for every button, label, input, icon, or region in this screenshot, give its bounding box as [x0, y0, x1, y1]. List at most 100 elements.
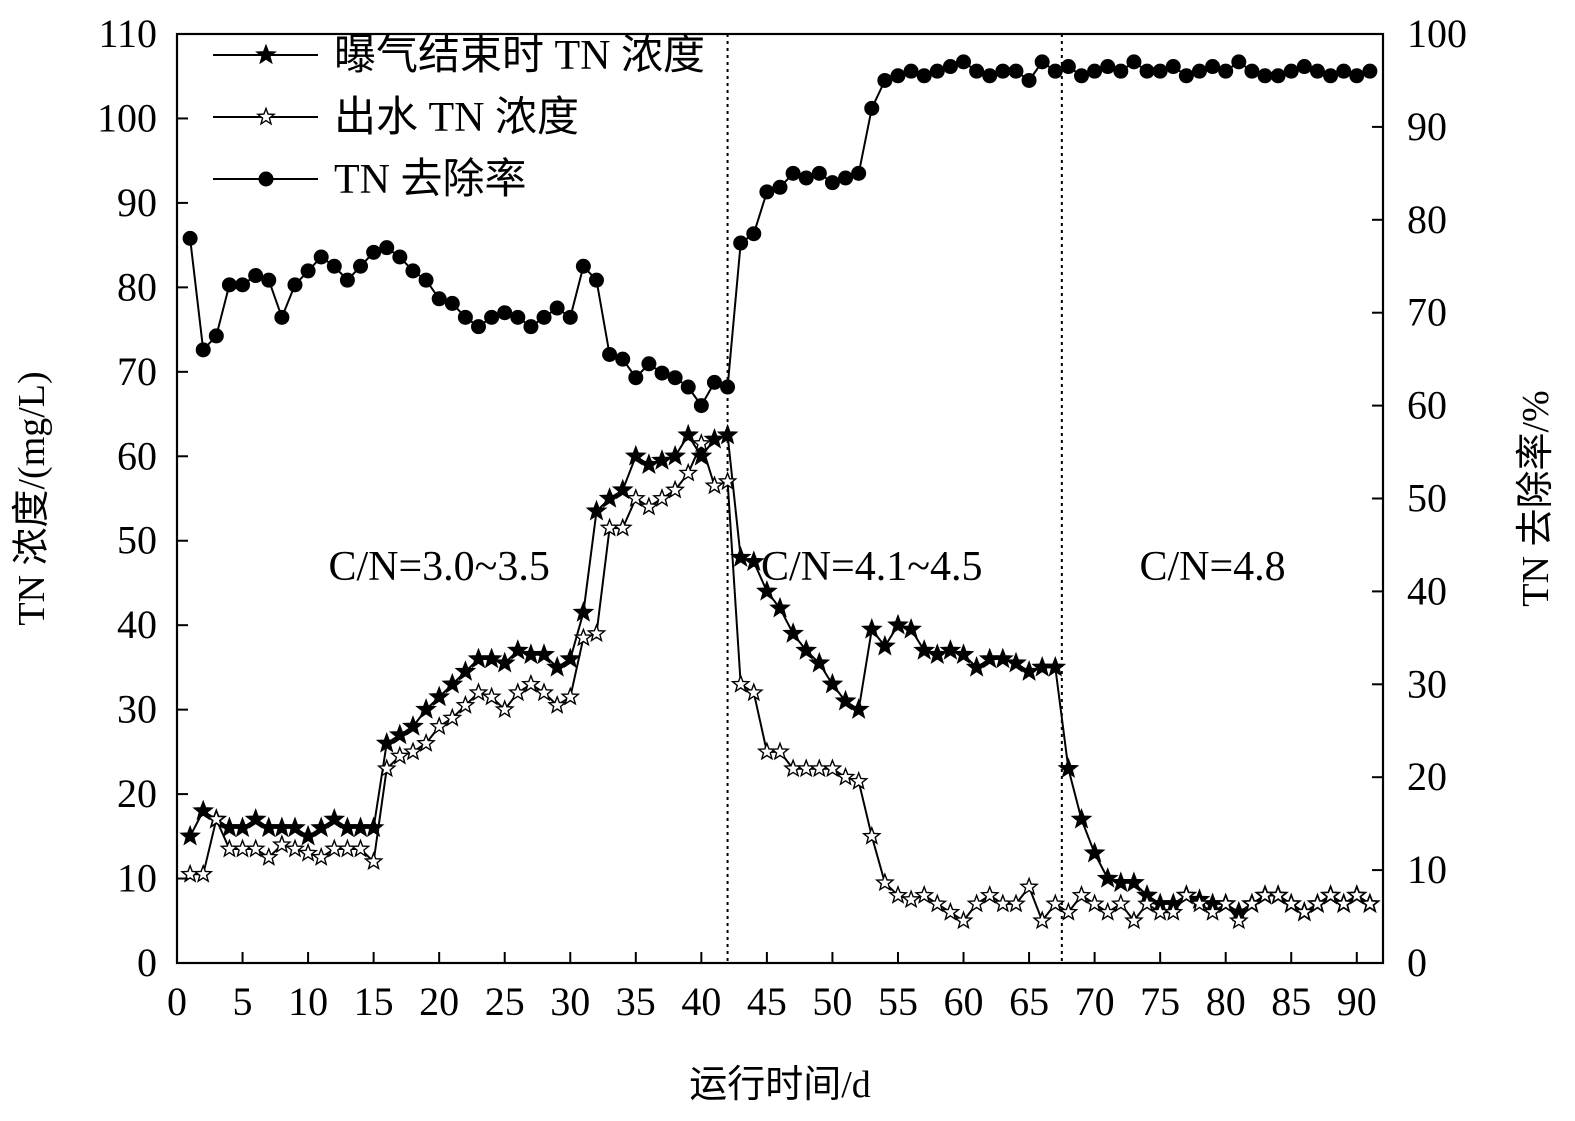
y-tick-label-left: 0: [137, 940, 157, 985]
data-point: [926, 643, 949, 664]
data-point: [455, 694, 476, 714]
data-point: [654, 365, 670, 381]
data-point: [402, 715, 424, 736]
data-point: [706, 374, 722, 390]
data-point: [651, 488, 673, 508]
legend-marker: [255, 43, 277, 65]
data-point: [297, 824, 319, 846]
stage-dividers: [726, 34, 1063, 963]
data-point: [1283, 63, 1299, 79]
legend-label: 出水 TN 浓度: [334, 95, 579, 141]
data-point: [759, 184, 775, 200]
data-point: [874, 634, 896, 656]
data-point: [1191, 63, 1207, 79]
data-point: [471, 319, 486, 335]
data-point: [1202, 901, 1223, 921]
legend-label: TN 去除率: [334, 156, 527, 203]
data-point: [611, 478, 634, 500]
data-point: [1045, 893, 1066, 913]
data-point: [506, 639, 529, 660]
series-2: [180, 433, 1380, 930]
data-point: [313, 249, 329, 265]
data-point: [248, 268, 264, 284]
data-point: [484, 309, 500, 325]
data-point: [219, 838, 240, 858]
data-point: [1008, 63, 1024, 79]
annotation-layer: C/N=3.0~3.5 C/N=4.1~4.5 C/N=4.8: [328, 544, 1285, 590]
data-point: [560, 686, 581, 706]
data-point: [339, 272, 355, 288]
data-point: [444, 295, 460, 311]
x-tick-label: 75: [1140, 979, 1180, 1024]
data-point: [860, 617, 883, 639]
data-point: [746, 226, 762, 242]
data-point: [1005, 651, 1027, 673]
data-point: [454, 660, 477, 681]
y-tick-label-left: 10: [117, 856, 157, 901]
data-point: [720, 379, 736, 395]
data-point: [586, 623, 607, 643]
stage-label: C/N=3.0~3.5: [328, 544, 549, 590]
data-point: [392, 249, 408, 265]
data-point: [235, 277, 251, 293]
x-tick-label: 10: [288, 979, 328, 1024]
data-point: [798, 170, 814, 186]
data-point: [992, 893, 1013, 913]
data-point: [667, 370, 683, 386]
y-tick-label-left: 80: [117, 264, 157, 309]
legend-label: 曝气结束时 TN 浓度: [334, 33, 705, 79]
y-tick-label-right: 0: [1407, 940, 1427, 985]
data-point: [1244, 63, 1260, 79]
data-point: [1058, 901, 1079, 921]
data-point: [193, 863, 214, 883]
data-point: [824, 175, 840, 191]
data-point: [418, 272, 434, 288]
data-point: [835, 766, 856, 786]
data-point: [979, 884, 1000, 904]
y-tick-label-left: 30: [117, 687, 157, 732]
data-point: [916, 68, 932, 84]
data-point: [848, 770, 869, 790]
data-point: [274, 309, 290, 325]
y-tick-label-right: 90: [1407, 104, 1447, 149]
data-point: [952, 643, 975, 664]
data-point: [680, 379, 696, 395]
data-point: [756, 741, 777, 761]
series-layer: [179, 54, 1381, 930]
data-point: [182, 230, 198, 246]
x-tick-label: 85: [1271, 979, 1311, 1024]
data-point: [638, 453, 660, 474]
x-tick-label: 65: [1009, 979, 1049, 1024]
legend-marker: [255, 106, 277, 126]
data-point: [678, 462, 699, 482]
data-point: [1137, 893, 1157, 913]
data-point: [1139, 63, 1155, 79]
x-tick-label: 20: [419, 979, 459, 1024]
data-point: [1270, 68, 1286, 84]
x-tick-label: 30: [550, 979, 590, 1024]
data-point: [310, 816, 333, 838]
data-point: [221, 277, 237, 293]
data-point: [1228, 910, 1249, 930]
data-point: [258, 846, 279, 866]
data-point: [717, 471, 738, 491]
data-point: [298, 842, 319, 862]
data-point: [641, 356, 657, 372]
data-point: [562, 309, 578, 325]
data-point: [1189, 893, 1210, 913]
data-point: [811, 165, 827, 181]
data-point: [1176, 884, 1197, 904]
data-point: [808, 651, 831, 673]
data-point: [598, 487, 621, 508]
data-point: [1349, 68, 1365, 84]
data-point: [1178, 68, 1194, 84]
data-point: [1060, 59, 1076, 75]
data-point: [300, 263, 316, 279]
data-point: [1359, 893, 1380, 913]
data-point: [261, 272, 277, 288]
data-point: [1071, 884, 1092, 904]
data-point: [769, 596, 791, 618]
data-point: [602, 347, 618, 363]
data-point: [733, 235, 749, 251]
